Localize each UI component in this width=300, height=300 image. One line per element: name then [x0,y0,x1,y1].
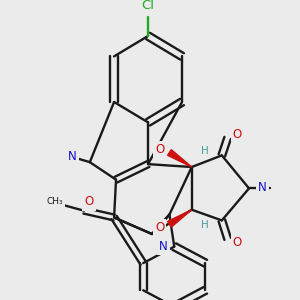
Text: O: O [233,128,242,140]
Text: H: H [202,220,209,230]
Text: CH₃: CH₃ [46,197,63,206]
Text: N: N [258,181,267,194]
Text: Cl: Cl [142,0,154,12]
Text: O: O [84,196,94,208]
Text: H: H [202,146,209,155]
Text: O: O [155,221,164,234]
Text: O: O [155,143,164,156]
Polygon shape [168,150,192,167]
Text: N: N [159,240,168,253]
Text: N: N [68,150,77,163]
Text: O: O [233,236,242,249]
Polygon shape [168,210,192,227]
